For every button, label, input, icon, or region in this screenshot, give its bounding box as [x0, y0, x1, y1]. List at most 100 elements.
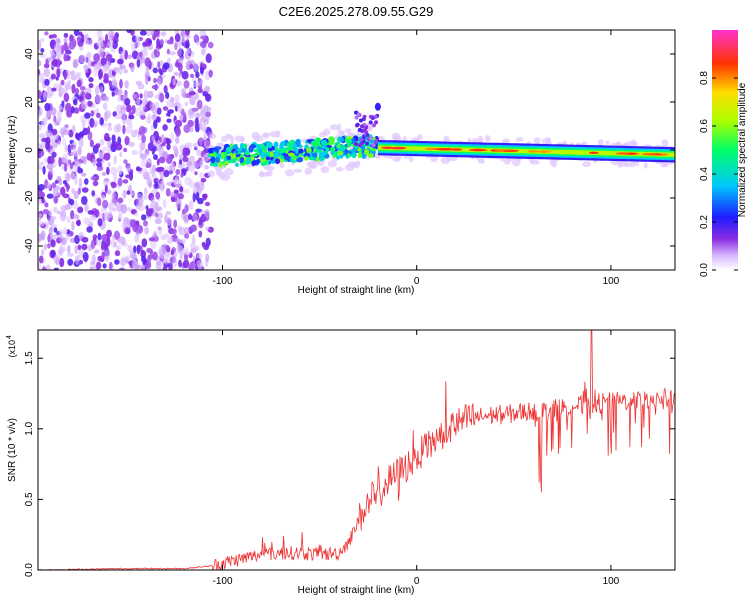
heatmap-noise-cell	[84, 178, 89, 185]
heatmap-halo-cell	[322, 128, 331, 136]
heatmap-signal-cell	[367, 152, 374, 158]
heatmap-noise-cell	[168, 262, 173, 270]
heatmap-halo-cell	[263, 132, 269, 139]
heatmap-noise-cell	[194, 117, 199, 126]
heatmap-noise-cell	[104, 132, 110, 142]
heatmap-signal-cell	[282, 152, 287, 157]
heatmap-halo-cell	[533, 137, 541, 145]
heatmap-signal-cell	[286, 155, 291, 163]
heatmap-noise-cell	[131, 44, 136, 52]
heatmap-noise-cell	[173, 189, 179, 194]
heatmap-noise-cell	[185, 47, 191, 55]
heatmap-noise-cell	[55, 37, 61, 44]
heatmap-noise-cell	[71, 188, 75, 194]
heatmap-noise-cell	[96, 112, 101, 119]
heatmap-noise-cell	[120, 106, 126, 116]
heatmap-noise-cell	[154, 49, 160, 58]
heatmap-noise-cell	[169, 191, 177, 198]
heatmap-noise-cell	[166, 99, 172, 108]
heatmap-noise-cell	[38, 233, 41, 243]
heatmap-noise-cell	[180, 36, 186, 43]
heatmap-noise-cell	[80, 85, 86, 91]
heatmap-noise-cell	[115, 143, 123, 151]
heatmap-noise-cell	[45, 140, 51, 151]
heatmap-signal-cell	[357, 152, 362, 159]
heatmap-noise-cell	[181, 88, 187, 93]
heatmap-halo-cell	[218, 171, 226, 179]
heatmap-noise-cell	[85, 57, 89, 63]
heatmap-noise-cell	[99, 212, 103, 221]
heatmap-noise-cell	[124, 98, 131, 106]
snr-y-tick-label: 1.5	[24, 351, 35, 365]
snr-y-tick-label: 0.5	[24, 492, 35, 506]
heatmap-noise-cell	[65, 102, 72, 113]
heatmap-noise-cell	[72, 146, 76, 153]
heatmap-noise-cell	[177, 102, 183, 113]
heatmap-noise-cell	[181, 70, 189, 80]
heatmap-noise-cell	[139, 141, 146, 151]
heatmap-noise-cell	[204, 85, 211, 93]
heatmap-noise-cell	[128, 115, 135, 120]
heatmap-noise-cell	[122, 116, 126, 125]
heatmap-signal-cell	[242, 143, 248, 150]
heatmap-noise-cell	[153, 154, 158, 161]
heatmap-noise-cell	[100, 243, 105, 251]
heatmap-signal-cell	[306, 147, 312, 154]
heatmap-signal-cell	[256, 151, 260, 156]
heatmap-noise-cell	[73, 190, 79, 200]
heatmap-noise-cell	[67, 159, 72, 164]
heatmap-noise-cell	[151, 114, 158, 121]
heatmap-noise-cell	[53, 227, 58, 233]
heatmap-noise-cell	[101, 65, 108, 74]
heatmap-halo-cell	[228, 134, 233, 141]
heatmap-noise-cell	[165, 137, 170, 144]
heatmap-noise-cell	[38, 106, 43, 116]
heatmap-noise-cell	[63, 226, 68, 233]
heatmap-noise-cell	[62, 138, 66, 146]
heatmap-noise-cell	[151, 84, 159, 90]
heatmap-noise-cell	[88, 77, 94, 83]
heatmap-halo-cell	[279, 162, 285, 169]
heatmap-rise-cell	[354, 115, 359, 120]
spectrogram-y-axis-label: Frequency (Hz)	[7, 116, 18, 185]
heatmap-noise-cell	[185, 41, 190, 49]
heatmap-noise-cell	[183, 226, 190, 235]
heatmap-noise-cell	[129, 249, 134, 259]
heatmap-rise-cell	[370, 116, 375, 121]
heatmap-noise-cell	[172, 78, 176, 86]
heatmap-noise-cell	[44, 78, 50, 86]
heatmap-noise-cell	[195, 112, 201, 119]
heatmap-noise-cell	[162, 265, 168, 270]
spectrogram-y-ticks: -40 -20 0 20 40	[24, 48, 675, 253]
heatmap-noise-cell	[97, 218, 103, 227]
heatmap-peak-cell	[615, 152, 630, 155]
heatmap-noise-cell	[204, 209, 210, 218]
heatmap-noise-cell	[123, 68, 128, 74]
heatmap-noise-cell	[97, 197, 102, 207]
figure-title: C2E6.2025.278.09.55.G29	[279, 4, 434, 19]
heatmap-noise-cell	[53, 206, 58, 214]
heatmap-noise-cell	[39, 53, 46, 58]
heatmap-halo-cell	[402, 136, 407, 142]
heatmap-noise-cell	[173, 257, 178, 268]
heatmap-noise-cell	[164, 258, 169, 265]
heatmap-peak-cell	[450, 148, 463, 151]
heatmap-noise-cell	[43, 116, 49, 122]
heatmap-noise-cell	[178, 259, 182, 268]
heatmap-noise-cell	[101, 171, 107, 176]
heatmap-noise-cell	[103, 152, 111, 161]
heatmap-halo-cell	[267, 169, 273, 177]
heatmap-noise-cell	[51, 182, 57, 189]
heatmap-noise-cell	[189, 63, 194, 69]
heatmap-noise-cell	[38, 221, 45, 227]
heatmap-signal-cell	[337, 150, 344, 156]
heatmap-signal-cell	[266, 141, 273, 149]
heatmap-noise-cell	[144, 226, 150, 235]
heatmap-signal-cell	[260, 143, 265, 149]
heatmap-noise-cell	[122, 124, 126, 135]
heatmap-noise-cell	[117, 94, 122, 103]
heatmap-peak-cell	[428, 147, 437, 151]
heatmap-noise-cell	[81, 187, 89, 193]
heatmap-noise-cell	[173, 39, 179, 50]
heatmap-noise-cell	[106, 189, 112, 195]
